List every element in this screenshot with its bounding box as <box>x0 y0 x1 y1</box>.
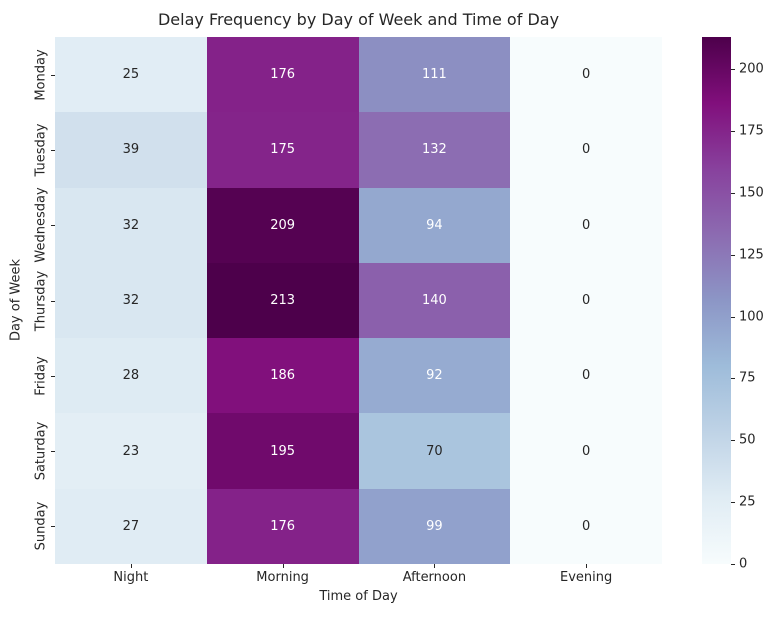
x-tick-mark <box>130 564 132 568</box>
heatmap-cell: 99 <box>358 488 511 564</box>
y-tick-mark <box>51 300 55 302</box>
heatmap-cell: 32 <box>55 262 207 339</box>
colorbar-tick-label: 0 <box>739 556 748 572</box>
y-tick-label: Monday <box>33 48 49 101</box>
heatmap-cell: 94 <box>358 187 511 263</box>
heatmap-cell: 39 <box>55 112 207 188</box>
colorbar-tick-label: 125 <box>739 247 764 263</box>
colorbar-tick-label: 25 <box>739 494 756 510</box>
heatmap-cell: 111 <box>358 37 511 113</box>
y-tick-label: Wednesday <box>33 187 49 263</box>
y-tick-label: Tuesday <box>33 123 49 177</box>
x-tick-label: Night <box>113 570 149 585</box>
heatmap-cell: 27 <box>55 488 207 564</box>
y-tick-mark <box>51 149 55 151</box>
y-tick-mark <box>51 225 55 227</box>
colorbar-tick-label: 150 <box>739 185 764 201</box>
y-tick-mark <box>51 74 55 76</box>
heatmap-cell: 0 <box>510 413 662 489</box>
colorbar-tick-label: 50 <box>739 432 756 448</box>
colorbar-tick-mark <box>731 440 735 442</box>
heatmap-cell: 70 <box>358 413 511 489</box>
y-tick-label: Sunday <box>33 502 49 551</box>
heatmap-cell: 0 <box>510 338 662 414</box>
heatmap-grid: 25 176 111 0 39 175 132 0 32 209 94 0 32 213 140 0 28 186… <box>55 37 662 564</box>
y-tick-label: Thursday <box>33 270 49 331</box>
y-tick-mark <box>51 375 55 377</box>
heatmap-cell: 186 <box>206 338 359 414</box>
x-tick-mark <box>434 564 436 568</box>
colorbar-tick-label: 100 <box>739 309 764 325</box>
heatmap-cell: 28 <box>55 338 207 414</box>
colorbar-tick-mark <box>731 316 735 318</box>
colorbar-tick-mark <box>731 131 735 133</box>
heatmap-cell: 25 <box>55 37 207 113</box>
heatmap-cell: 0 <box>510 187 662 263</box>
colorbar-tick-label: 75 <box>739 370 756 386</box>
x-tick-mark <box>282 564 284 568</box>
colorbar-tick-mark <box>731 69 735 71</box>
x-tick-label: Afternoon <box>402 570 467 585</box>
heatmap-cell: 175 <box>206 112 359 188</box>
heatmap-cell: 213 <box>206 262 359 339</box>
x-tick-label: Evening <box>560 570 613 585</box>
y-tick-mark <box>51 451 55 453</box>
colorbar-tick-mark <box>731 502 735 504</box>
heatmap-cell: 176 <box>206 37 359 113</box>
y-tick-label: Friday <box>33 356 49 396</box>
x-axis-label: Time of Day <box>319 589 398 604</box>
heatmap-cell: 0 <box>510 488 662 564</box>
y-tick-label: Saturday <box>33 421 49 481</box>
colorbar <box>702 37 731 564</box>
colorbar-tick-mark <box>731 564 735 565</box>
heatmap-cell: 0 <box>510 112 662 188</box>
heatmap-cell: 209 <box>206 187 359 263</box>
chart-title: Delay Frequency by Day of Week and Time … <box>157 10 560 29</box>
colorbar-tick-mark <box>731 192 735 194</box>
colorbar-tick-label: 175 <box>739 123 764 139</box>
heatmap-cell: 32 <box>55 187 207 263</box>
x-tick-label: Morning <box>256 570 309 585</box>
heatmap-cell: 0 <box>510 262 662 339</box>
heatmap-cell: 0 <box>510 37 662 113</box>
colorbar-tick-mark <box>731 378 735 380</box>
heatmap-cell: 132 <box>358 112 511 188</box>
heatmap-cell: 140 <box>358 262 511 339</box>
heatmap-cell: 176 <box>206 488 359 564</box>
x-tick-mark <box>586 564 588 568</box>
heatmap-cell: 195 <box>206 413 359 489</box>
y-axis-label: Day of Week <box>8 258 24 342</box>
heatmap-cell: 92 <box>358 338 511 414</box>
heatmap-cell: 23 <box>55 413 207 489</box>
colorbar-tick-mark <box>731 254 735 256</box>
colorbar-tick-label: 200 <box>739 61 764 77</box>
y-tick-mark <box>51 526 55 528</box>
